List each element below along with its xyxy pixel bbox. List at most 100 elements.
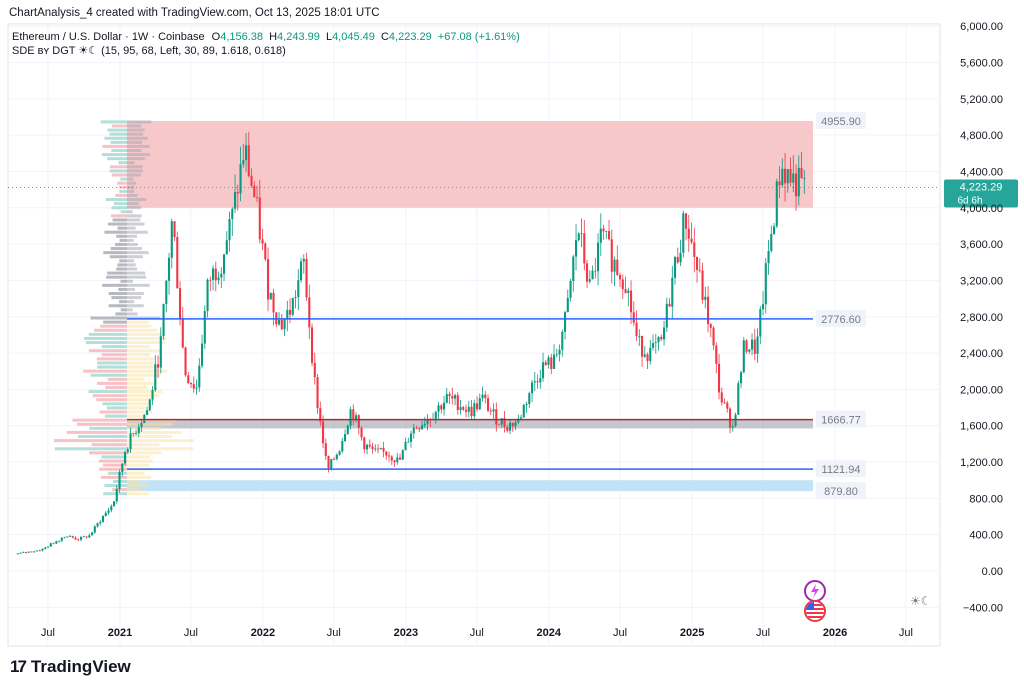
candle-body — [195, 387, 198, 389]
volume-profile-bar-right — [127, 430, 183, 434]
candle-body — [459, 407, 462, 411]
volume-profile-bar — [90, 316, 127, 320]
theme-toggle-icon[interactable]: ☀☾ — [910, 594, 932, 608]
candle-body — [409, 433, 413, 442]
candle-body — [134, 433, 138, 434]
volume-profile-bar — [104, 230, 127, 234]
volume-profile-bar-right — [127, 426, 162, 430]
candle-body — [115, 488, 118, 502]
volume-profile-bar-right — [127, 296, 142, 300]
candle-body — [448, 393, 451, 397]
candle-body — [792, 173, 795, 183]
candle-body — [750, 339, 754, 350]
candle-body — [297, 280, 300, 298]
candle-body — [778, 181, 781, 186]
indicator-row[interactable]: SDE ʙʏ DGT ☀☾ (15, 95, 68, Left, 30, 89,… — [12, 44, 520, 58]
candle-body — [363, 437, 366, 450]
y-tick-label: 3,200.00 — [960, 275, 1003, 287]
candle-body — [588, 279, 591, 282]
level-2776.60-tag[interactable] — [816, 309, 866, 327]
candle-body — [489, 410, 492, 412]
candle-body — [35, 550, 39, 552]
x-tick-label: Jul — [184, 627, 198, 639]
volume-profile-bar-right — [127, 484, 148, 488]
candle-body — [649, 347, 652, 361]
volume-profile-bar — [119, 300, 127, 304]
candle-body — [209, 279, 212, 281]
close-label: C — [380, 31, 389, 43]
candle-body — [775, 181, 778, 227]
volume-profile-bar — [101, 345, 127, 349]
candle-body — [580, 233, 583, 235]
symbol-title[interactable]: Ethereum / U.S. Dollar · 1W · Coinbase — [12, 31, 205, 43]
candle-body — [555, 354, 558, 356]
flag-icon[interactable] — [804, 600, 826, 622]
candle-body — [30, 551, 33, 553]
volume-profile-bar-right — [127, 361, 155, 365]
price-axis[interactable]: −400.00 0.00 400.00 800.00 1,200.00 1,600.00 2… — [960, 21, 1003, 614]
candle-body — [583, 233, 586, 264]
x-tick-label: Jul — [756, 627, 770, 639]
volume-profile-bar — [115, 312, 127, 316]
candle-body — [148, 399, 151, 411]
change-value: +67.08 (+1.61%) — [437, 31, 520, 43]
volume-profile-bar-right — [127, 300, 135, 304]
level-879.80-tag[interactable] — [816, 482, 866, 500]
x-tick-label: 2021 — [108, 627, 132, 639]
volume-profile-bar — [110, 214, 127, 218]
volume-profile-bar — [109, 169, 127, 173]
candle-body — [451, 396, 454, 399]
candle-body — [456, 395, 459, 411]
volume-profile-bar-right — [127, 210, 133, 214]
x-tick-label: Jul — [899, 627, 913, 639]
volume-profile-bar-right — [127, 402, 150, 406]
volume-profile-bar-right — [127, 414, 148, 418]
level-879.80-label: 879.80 — [824, 486, 858, 498]
time-axis[interactable]: Jul 2021 Jul 2022 Jul 2023 Jul 2024 Jul 2025 Jul 20… — [41, 627, 913, 639]
candle-body — [478, 398, 481, 410]
y-tick-label: 2,000.00 — [960, 384, 1003, 396]
volume-profile-bar — [105, 385, 127, 389]
candle-body — [720, 392, 723, 403]
volume-profile-bar-right — [127, 198, 147, 202]
candle-body — [181, 318, 184, 348]
candle-body — [189, 383, 193, 385]
candle-body — [49, 543, 52, 547]
candle-body — [789, 169, 792, 183]
level-4955.90-tag[interactable] — [816, 112, 866, 130]
volume-profile-bar-right — [127, 488, 141, 492]
open-value: 4,156.38 — [220, 31, 264, 43]
indicator-label[interactable]: SDE ʙʏ DGT ☀☾ (15, 95, 68, Left, 30, 89,… — [12, 45, 286, 57]
candle-body — [387, 455, 391, 457]
volume-profile-bar — [116, 234, 127, 238]
high-value: 4,243.99 — [277, 31, 320, 43]
candle-body — [335, 454, 338, 460]
candle-body — [244, 145, 248, 161]
candle-body — [299, 261, 303, 281]
current-price-badge[interactable] — [944, 179, 1018, 208]
x-tick-label: Jul — [613, 627, 627, 639]
volume-profile-bar-right — [127, 439, 194, 443]
volume-profile-bar-right — [127, 189, 134, 193]
support-zone — [127, 480, 813, 492]
candle-body — [539, 378, 542, 383]
volume-profile-bar-right — [127, 463, 149, 467]
lightning-icon[interactable] — [804, 580, 826, 602]
candle-body — [308, 297, 311, 328]
volume-profile-bar — [94, 328, 127, 332]
candle-body — [602, 228, 605, 232]
volume-profile-bar-right — [127, 251, 149, 255]
candle-body — [66, 536, 69, 538]
candle-body — [492, 409, 495, 412]
volume-profile-bar-right — [127, 234, 137, 238]
level-1121.94-tag[interactable] — [816, 460, 866, 478]
candle-body — [236, 192, 239, 194]
volume-profile-bar — [110, 140, 127, 144]
volume-profile-bar — [109, 165, 127, 169]
level-1666.77-tag[interactable] — [816, 410, 866, 428]
candle-body — [412, 427, 415, 434]
candle-body — [470, 406, 473, 417]
y-tick-label: 5,200.00 — [960, 94, 1003, 106]
candle-body — [651, 343, 655, 348]
